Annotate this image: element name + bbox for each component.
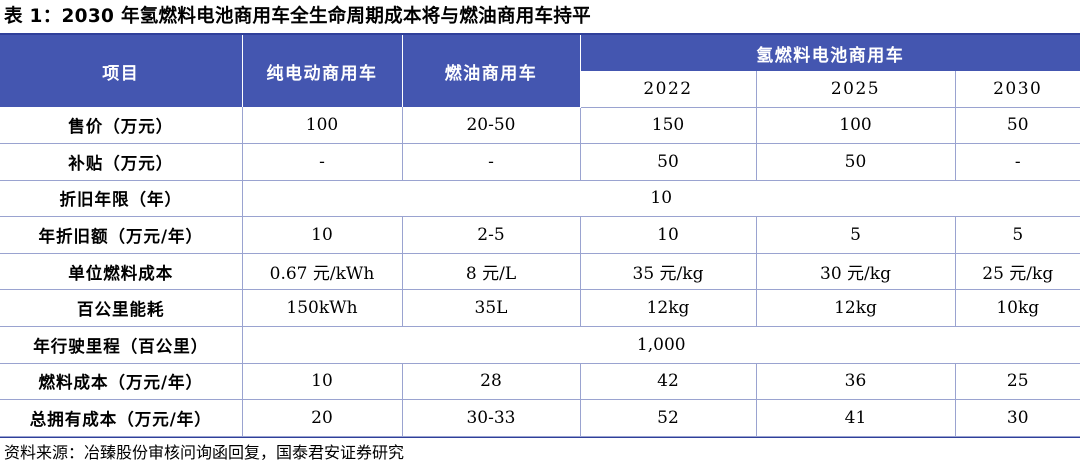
source-note: 资料来源：冶臻股份审核问询函回复，国泰君安证券研究 (4, 443, 405, 462)
table-cell: 35L (402, 289, 581, 328)
table-title: 表 1：2030 年氢燃料电池商用车全生命周期成本将与燃油商用车持平 (4, 6, 591, 27)
table-cell: 100 (756, 107, 956, 145)
table-cell: 0.67 元/kWh (242, 253, 403, 291)
table-cell: 52 (580, 399, 757, 437)
table-cell: 5 (756, 216, 956, 254)
merged-cell: 10 (242, 180, 1080, 218)
table-cell: 100 (242, 107, 403, 145)
table-cell: - (955, 143, 1080, 181)
table-cell: 25 元/kg (955, 253, 1080, 291)
table-row: 年折旧额（万元/年） 10 2-5 10 5 5 (0, 216, 1080, 254)
table-cell: 2-5 (402, 216, 581, 254)
table-cell: 50 (955, 107, 1080, 145)
header-ev: 纯电动商用车 (242, 35, 403, 107)
table-row: 补贴（万元） - -50 50- (0, 143, 1080, 181)
row-label: 总拥有成本（万元/年） (0, 399, 243, 437)
header-hydrogen: 氢燃料电池商用车 (580, 35, 1080, 71)
bottom-rule (0, 437, 1080, 438)
row-label: 百公里能耗 (0, 289, 243, 328)
table-row: 单位燃料成本 0.67 元/kWh 8 元/L 35 元/kg 30 元/kg 25 元/… (0, 253, 1080, 291)
cost-comparison-table: 项目 纯电动商用车 燃油商用车 氢燃料电池商用车 2022 2025 20 30 … (0, 35, 1080, 437)
table-row: 售价（万元） 100 20-50 150 100 50 (0, 107, 1080, 145)
table-body: 售价（万元） 100 20-50 150 100 50 补贴（万元） - -50 50- 折旧年限（… (0, 107, 1080, 437)
table-cell: 10 (242, 216, 403, 254)
merged-cell: 1,000 (242, 326, 1080, 364)
table-cell: 50 (756, 143, 956, 181)
row-label: 年行驶里程（百公里） (0, 326, 243, 364)
row-label: 补贴（万元） (0, 143, 243, 181)
header-year-2022: 2022 (580, 71, 757, 108)
table-row: 年行驶里程（百公里） 1,000 (0, 326, 1080, 364)
row-label: 折旧年限（年） (0, 180, 243, 218)
table-cell: 8 元/L (402, 253, 581, 291)
row-label: 年折旧额（万元/年） (0, 216, 243, 254)
table-cell: 150kWh (242, 289, 403, 328)
table-cell: 20 (242, 399, 403, 437)
header-item: 项目 (0, 35, 243, 107)
table-cell: 20-50 (402, 107, 581, 145)
table-cell: 35 元/kg (580, 253, 757, 291)
row-label: 单位燃料成本 (0, 253, 243, 291)
table-cell: 25 (955, 363, 1080, 401)
table-cell: 5 (955, 216, 1080, 254)
table-cell: 36 (756, 363, 956, 401)
table-cell: 10 (242, 363, 403, 401)
row-label: 售价（万元） (0, 107, 243, 145)
table-cell: 10 (580, 216, 757, 254)
table-row: 百公里能耗 150kWh 35L 12kg 12kg 10kg (0, 289, 1080, 328)
table-cell: 42 (580, 363, 757, 401)
header-fuel: 燃油商用车 (402, 35, 581, 107)
table-cell: 28 (402, 363, 581, 401)
top-rule (0, 33, 1080, 35)
table-cell: 41 (756, 399, 956, 437)
table-cell: - (402, 143, 581, 181)
table-cell: 12kg (756, 289, 956, 328)
table-row: 折旧年限（年） 10 (0, 180, 1080, 218)
table-row: 燃料成本（万元/年） 10 28 42 36 25 (0, 363, 1080, 401)
table-cell: 150 (580, 107, 757, 145)
table-cell: 30-33 (402, 399, 581, 437)
table-row: 总拥有成本（万元/年） 20 30-33 52 41 30 (0, 399, 1080, 437)
table-cell: - (242, 143, 403, 181)
table-cell: 50 (580, 143, 757, 181)
table-cell: 12kg (580, 289, 757, 328)
row-label: 燃料成本（万元/年） (0, 363, 243, 401)
header-year-2025: 2025 (756, 71, 956, 108)
header-year-2030: 2030 (955, 71, 1080, 108)
table-cell: 30 元/kg (756, 253, 956, 291)
table-cell: 10kg (955, 289, 1080, 328)
table-cell: 30 (955, 399, 1080, 437)
